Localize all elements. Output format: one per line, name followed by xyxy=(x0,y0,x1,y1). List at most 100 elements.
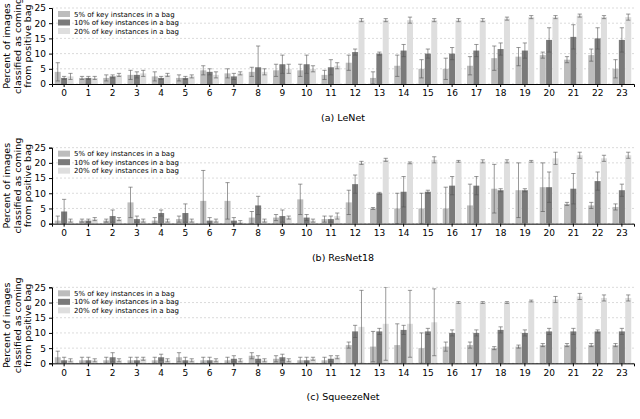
tick-label: 21 xyxy=(568,88,579,98)
tick-label: 10 xyxy=(35,189,47,199)
error-bar xyxy=(571,328,575,334)
error-bar xyxy=(232,73,236,79)
tick-label: 19 xyxy=(519,368,531,378)
tick-mark xyxy=(161,84,162,87)
tick: 15 xyxy=(422,84,433,98)
bar xyxy=(383,160,389,224)
tick-label: 1 xyxy=(86,368,92,378)
bar xyxy=(546,331,552,363)
series xyxy=(67,16,631,84)
error-bar xyxy=(578,293,582,299)
bar xyxy=(528,161,534,223)
bar xyxy=(619,331,625,363)
tick-label: 16 xyxy=(446,368,458,378)
error-bar xyxy=(250,67,254,76)
tick-mark xyxy=(476,363,477,366)
bar xyxy=(480,303,486,364)
tick-label: 22 xyxy=(592,368,603,378)
error-bar xyxy=(547,328,551,334)
error-bar xyxy=(395,324,399,364)
error-bar xyxy=(68,219,72,222)
tick-mark xyxy=(306,363,307,366)
error-bar xyxy=(613,344,617,347)
tick-mark xyxy=(49,303,52,304)
tick: 15 xyxy=(35,34,52,44)
tick: 15 xyxy=(35,173,52,183)
tick: 0 xyxy=(40,79,52,89)
bar xyxy=(564,345,570,363)
bar xyxy=(473,333,479,363)
legend-label: 20% of key instances in a bag xyxy=(74,307,179,315)
error-bar xyxy=(104,75,108,81)
error-bar xyxy=(456,302,460,304)
tick-mark xyxy=(49,178,52,179)
bar xyxy=(577,16,583,84)
error-bar xyxy=(353,49,357,55)
tick-mark xyxy=(88,84,89,87)
error-bar xyxy=(541,52,545,58)
tick: 17 xyxy=(471,84,482,98)
tick: 6 xyxy=(207,224,213,238)
tick-label: 25 xyxy=(35,283,46,293)
error-bar xyxy=(298,184,302,214)
tick: 9 xyxy=(280,224,286,238)
error-bar xyxy=(481,19,485,22)
tick-label: 20 xyxy=(543,228,555,238)
tick-label: 22 xyxy=(592,88,603,98)
error-bar xyxy=(165,219,169,222)
error-bar xyxy=(183,357,187,363)
error-bar xyxy=(402,177,406,207)
tick: 1 xyxy=(86,84,92,98)
tick-mark xyxy=(452,363,453,366)
error-bar xyxy=(347,190,351,214)
error-bar xyxy=(613,204,617,210)
tick-label: 3 xyxy=(134,88,140,98)
error-bar xyxy=(371,72,375,84)
tick: 19 xyxy=(519,363,531,377)
plot-area xyxy=(55,14,632,84)
tick-mark xyxy=(597,363,598,366)
error-bar xyxy=(613,60,617,78)
legend-label: 5% of key instances in a bag xyxy=(74,290,175,298)
tick: 16 xyxy=(446,84,458,98)
bar xyxy=(407,20,413,84)
error-bar xyxy=(516,48,520,66)
tick-label: 23 xyxy=(616,88,627,98)
error-bar xyxy=(305,357,309,363)
error-bar xyxy=(523,330,527,336)
tick: 4 xyxy=(158,363,164,377)
bar xyxy=(552,17,558,84)
error-bar xyxy=(541,344,545,347)
y-axis-title-line: classified as coming xyxy=(12,138,23,234)
tick-mark xyxy=(49,333,52,334)
error-bars xyxy=(62,25,624,84)
tick-label: 10 xyxy=(35,49,47,59)
tick-label: 11 xyxy=(325,88,336,98)
tick: 1 xyxy=(86,224,92,238)
series xyxy=(61,330,625,363)
tick-label: 7 xyxy=(231,368,237,378)
bar xyxy=(564,204,570,224)
legend-swatch xyxy=(58,299,70,305)
error-bar xyxy=(444,58,448,79)
tick: 20 xyxy=(35,298,52,308)
tick-mark xyxy=(355,224,356,227)
error-bar xyxy=(335,213,339,219)
error-bar xyxy=(201,357,205,363)
error-bar xyxy=(329,60,333,75)
tick: 2 xyxy=(110,224,116,238)
tick: 5 xyxy=(183,224,189,238)
error-bar xyxy=(190,75,194,78)
tick-mark xyxy=(379,84,380,87)
error-bar xyxy=(474,330,478,336)
series xyxy=(67,155,631,223)
y-axis: 0510152025 xyxy=(35,3,53,89)
error-bars xyxy=(62,172,624,224)
error-bar xyxy=(402,325,406,334)
axis-line xyxy=(49,288,53,364)
legend-label: 5% of key instances in a bag xyxy=(74,150,175,158)
error-bar xyxy=(62,76,66,79)
legend-item: 5% of key instances in a bag xyxy=(58,150,175,158)
tick-mark xyxy=(621,84,622,87)
error-bar xyxy=(93,359,97,362)
